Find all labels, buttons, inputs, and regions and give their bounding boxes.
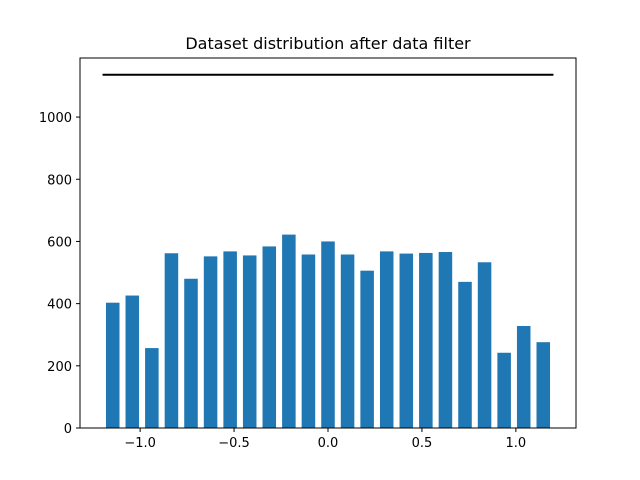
bar [262, 246, 277, 428]
x-tick-label: −1.0 [124, 436, 156, 451]
bar [184, 278, 198, 428]
x-axis: −1.0 −0.5 0.0 0.5 1.0 [124, 428, 526, 451]
bar [360, 270, 374, 428]
bar [145, 348, 159, 428]
x-tick-label: 0.5 [412, 436, 433, 451]
y-tick-label: 0 [64, 422, 72, 437]
bar [301, 254, 316, 428]
bar [242, 255, 257, 428]
chart-title: Dataset distribution after data filter [185, 34, 471, 53]
bar [282, 234, 296, 428]
bar [379, 251, 394, 428]
x-tick-label: 0.0 [318, 436, 339, 451]
bar [516, 326, 531, 428]
bars-group [105, 234, 551, 428]
bar [321, 241, 335, 428]
bar [458, 281, 472, 428]
bar [340, 254, 355, 428]
bar [164, 253, 179, 428]
bar [105, 302, 120, 428]
bar [399, 253, 414, 428]
bar [438, 252, 453, 428]
x-tick-label: −0.5 [218, 436, 250, 451]
y-axis: 0 200 400 600 800 1000 [39, 111, 80, 437]
y-tick-label: 1000 [39, 111, 72, 126]
bar [477, 262, 492, 428]
y-tick-label: 400 [47, 298, 72, 313]
bar [536, 342, 551, 428]
y-tick-label: 200 [47, 360, 72, 375]
bar [419, 252, 433, 428]
bar [497, 352, 511, 428]
bar [223, 251, 237, 428]
y-tick-label: 800 [47, 173, 72, 188]
bar [203, 256, 218, 428]
bar [125, 295, 140, 428]
x-tick-label: 1.0 [506, 436, 527, 451]
y-tick-label: 600 [47, 235, 72, 250]
